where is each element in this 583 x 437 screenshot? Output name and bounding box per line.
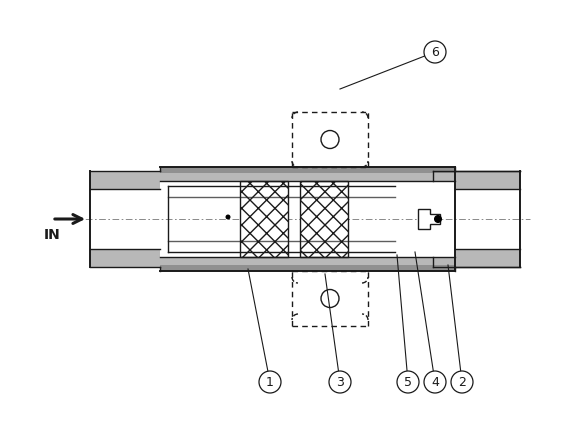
Bar	[160, 257, 455, 271]
Circle shape	[226, 215, 230, 219]
Circle shape	[321, 289, 339, 308]
Circle shape	[321, 131, 339, 149]
Bar	[160, 265, 455, 271]
Bar	[160, 167, 455, 181]
Circle shape	[397, 371, 419, 393]
Text: IN: IN	[44, 228, 61, 242]
Bar	[455, 171, 520, 189]
Text: 1: 1	[266, 375, 274, 388]
Circle shape	[424, 41, 446, 63]
Text: 4: 4	[431, 375, 439, 388]
Circle shape	[451, 371, 473, 393]
Circle shape	[434, 215, 441, 222]
Bar	[240, 181, 288, 257]
Text: 2: 2	[458, 375, 466, 388]
Circle shape	[424, 371, 446, 393]
Text: 5: 5	[404, 375, 412, 388]
Bar	[90, 171, 160, 189]
Bar	[90, 249, 160, 267]
Text: 6: 6	[431, 45, 439, 59]
Bar	[300, 181, 348, 257]
Circle shape	[434, 215, 442, 223]
Bar	[160, 167, 455, 173]
Text: 3: 3	[336, 375, 344, 388]
Polygon shape	[418, 209, 440, 229]
Circle shape	[259, 371, 281, 393]
Bar	[455, 249, 520, 267]
Circle shape	[329, 371, 351, 393]
